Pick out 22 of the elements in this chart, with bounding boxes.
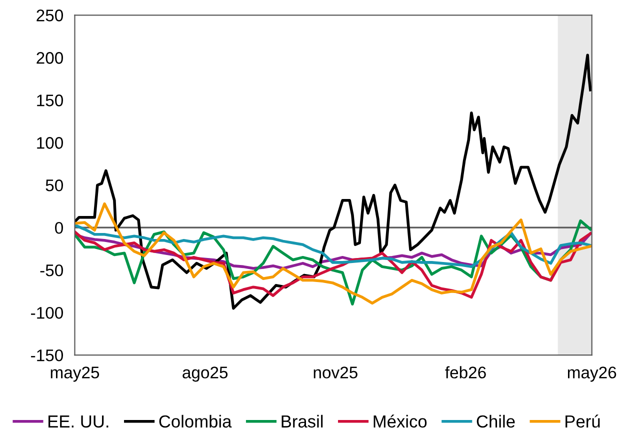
x-tick-label: feb26 <box>445 366 486 378</box>
line-series <box>74 54 592 310</box>
y-tick-label: -100 <box>31 306 63 319</box>
x-tick-label: may26 <box>568 366 616 382</box>
y-tick-label: 200 <box>36 52 63 64</box>
legend-label: EE. UU. <box>48 416 108 428</box>
y-tick-label: 100 <box>37 137 63 149</box>
y-tick-label: -150 <box>31 349 63 362</box>
legend-label: Chile <box>476 414 515 428</box>
x-tick-label: nov25 <box>314 366 358 378</box>
legend-label: Brasil <box>282 414 323 428</box>
y-tick-label: 0 <box>55 222 63 234</box>
y-tick-label: 250 <box>36 10 63 22</box>
legend-label: Colombia <box>159 414 232 428</box>
legend-label: Perú <box>566 414 600 428</box>
legend-label: México <box>374 414 427 428</box>
x-tick-label: ago25 <box>182 366 228 382</box>
line-series <box>74 202 592 305</box>
y-tick-label: 150 <box>37 94 63 106</box>
x-tick-label: may25 <box>50 366 100 382</box>
y-tick-label: -50 <box>40 264 63 276</box>
y-tick-label: 50 <box>46 180 63 192</box>
